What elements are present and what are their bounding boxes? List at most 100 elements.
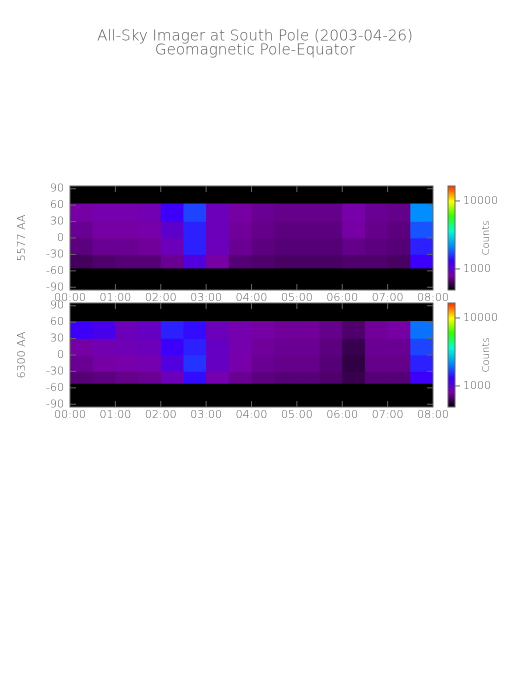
heatmap-cell [92, 321, 116, 339]
colorbar-segment [448, 286, 455, 289]
heatmap-cell [138, 371, 162, 384]
heatmap-cell [70, 203, 93, 222]
colorbar-segment [448, 325, 455, 328]
heatmap-cell [92, 338, 116, 356]
colorbar-segment [448, 284, 455, 287]
heatmap-cell [183, 203, 207, 222]
colorbar-segment [448, 357, 455, 360]
heatmap-cell [206, 321, 230, 339]
heatmap-cell [342, 338, 366, 356]
y-axis-label: 5577 AA [15, 214, 28, 261]
y-tick-label: 60 [50, 315, 64, 328]
colorbar-segment [448, 186, 455, 189]
heatmap-cell [319, 355, 343, 372]
heatmap-cell [274, 221, 298, 239]
colorbar-segment [448, 379, 455, 382]
heatmap-cell [115, 238, 139, 255]
heatmap-cell [228, 371, 252, 384]
heatmap-cell [296, 203, 320, 222]
heatmap-cell [228, 203, 252, 222]
colorbar-segment [448, 240, 455, 243]
heatmap-cell [319, 203, 343, 222]
heatmap-cell [160, 254, 184, 269]
heatmap-cell [342, 203, 366, 222]
colorbar-tick-label: 10000 [463, 311, 498, 324]
heatmap-cell [70, 221, 93, 239]
colorbar-segment [448, 208, 455, 211]
x-tick-label: 01:00 [100, 408, 132, 421]
heatmap-cell [319, 371, 343, 384]
heatmap-cell [251, 221, 275, 239]
heatmap-cell [92, 355, 116, 372]
heatmap-cell [115, 338, 139, 356]
heatmap-cell [138, 203, 162, 222]
heatmap-cell [228, 355, 252, 372]
colorbar-segment [448, 393, 455, 396]
colorbar-segment [448, 274, 455, 277]
colorbar-segment [448, 278, 455, 281]
heatmap-cell [251, 238, 275, 255]
heatmap-cell [138, 355, 162, 372]
heatmap-cell [183, 238, 207, 255]
colorbar-segment [448, 369, 455, 372]
x-tick-label: 05:00 [281, 408, 313, 421]
colorbar-segment [448, 303, 455, 306]
colorbar-segment [448, 331, 455, 334]
x-tick-label: 08:00 [417, 291, 449, 304]
heatmap-cell [70, 371, 93, 384]
heatmap-cell [160, 355, 184, 372]
colorbar-segment [448, 383, 455, 386]
colorbar-segment [448, 397, 455, 400]
heatmap-cell [70, 238, 93, 255]
colorbar-segment [448, 345, 455, 348]
colorbar-label: Counts [481, 338, 492, 373]
y-tick-label: 60 [50, 198, 64, 211]
colorbar-segment [448, 194, 455, 197]
heatmap-cell [296, 355, 320, 372]
heatmap-cell [296, 254, 320, 269]
colorbar-segment [448, 327, 455, 330]
colorbar-segment [448, 238, 455, 241]
heatmap-cell [364, 371, 388, 384]
colorbar-segment [448, 355, 455, 358]
colorbar-segment [448, 188, 455, 191]
x-tick-label: 00:00 [54, 291, 86, 304]
colorbar-segment [448, 389, 455, 392]
heatmap-cell [115, 203, 139, 222]
heatmap-cell [342, 371, 366, 384]
heatmap-cell [115, 371, 139, 384]
colorbar-segment [448, 403, 455, 406]
heatmap-cell [70, 254, 93, 269]
x-tick-label: 07:00 [372, 408, 404, 421]
heatmap-cell [274, 321, 298, 339]
y-tick-label: 90 [50, 299, 64, 312]
x-tick-label: 03:00 [190, 408, 222, 421]
heatmap-cell [138, 238, 162, 255]
heatmap-cell [228, 321, 252, 339]
heatmap-cell [206, 254, 230, 269]
y-tick-label: -30 [46, 247, 64, 260]
heatmap-cell [228, 221, 252, 239]
colorbar-segment [448, 282, 455, 285]
heatmap-cell [410, 221, 434, 239]
heatmap-cell [364, 203, 388, 222]
y-tick-label: -90 [46, 280, 64, 293]
y-axis-label: 6300 AA [15, 331, 28, 378]
colorbar-segment [448, 236, 455, 239]
y-tick-label: -30 [46, 364, 64, 377]
colorbar-segment [448, 321, 455, 324]
colorbar-segment [448, 381, 455, 384]
colorbar-segment [448, 349, 455, 352]
colorbar-segment [448, 353, 455, 356]
heatmap-cell [387, 355, 411, 372]
colorbar-segment [448, 248, 455, 251]
colorbar-segment [448, 395, 455, 398]
heatmap-cell [138, 321, 162, 339]
colorbar-segment [448, 212, 455, 215]
colorbar-segment [448, 264, 455, 267]
colorbar-segment [448, 254, 455, 257]
colorbar-segment [448, 230, 455, 233]
heatmap-cell [364, 221, 388, 239]
colorbar-segment [448, 224, 455, 227]
